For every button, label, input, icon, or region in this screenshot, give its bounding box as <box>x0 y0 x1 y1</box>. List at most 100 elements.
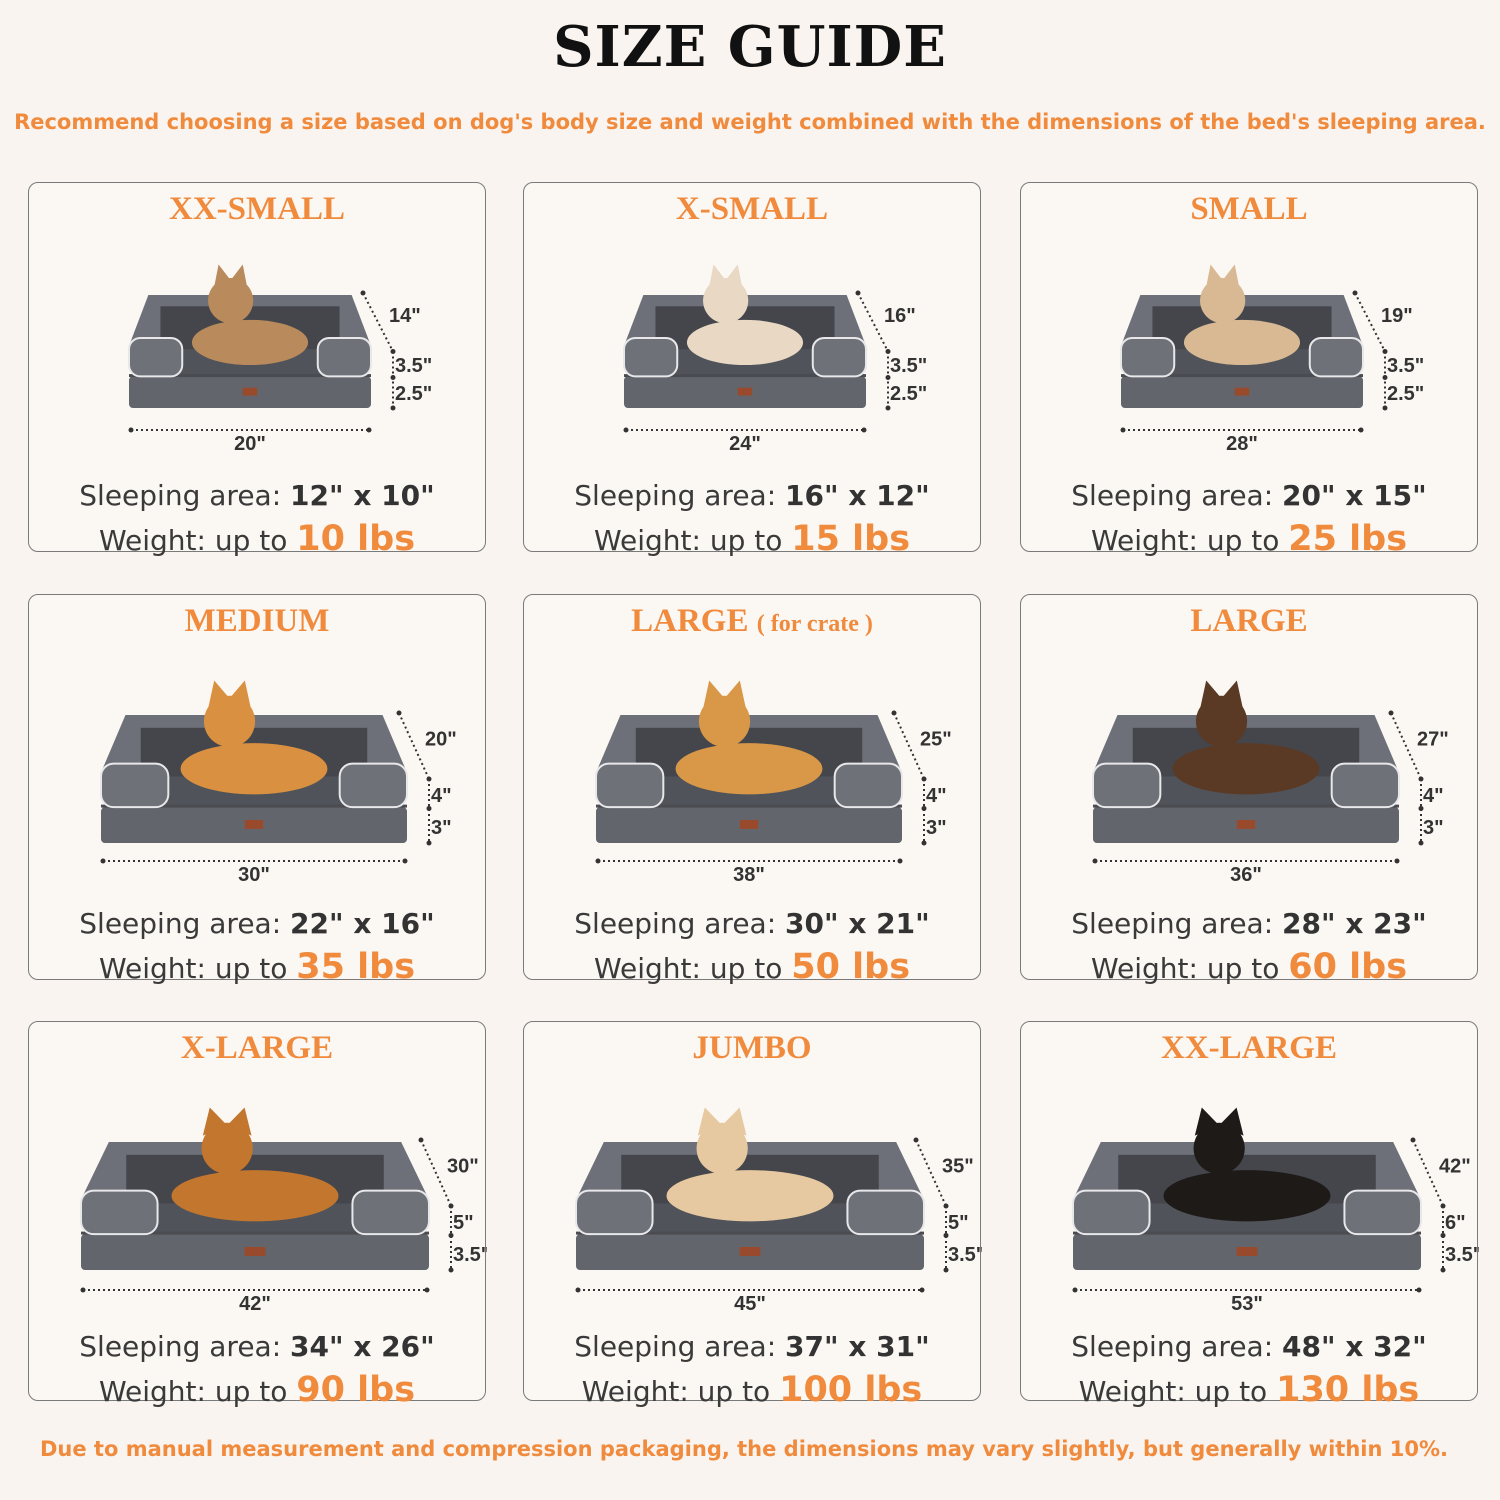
sleeping-area-label: Sleeping area: <box>1071 1330 1274 1363</box>
up-to-label: up to <box>709 524 783 557</box>
size-note: ( for crate ) <box>756 611 873 637</box>
dim-dot <box>943 1203 949 1209</box>
length-dim-end <box>1394 858 1400 864</box>
sleeping-area-label: Sleeping area: <box>1071 907 1274 940</box>
dim-dot <box>1418 805 1424 811</box>
sleeping-area-row: Sleeping area: 16" x 12" <box>524 479 980 512</box>
depth-dim-line <box>420 1139 452 1207</box>
bed-seam <box>1093 804 1399 808</box>
dim-dot <box>1382 349 1388 354</box>
weight-value: 35 lbs <box>296 947 416 987</box>
size-card: XX-SMALL Sleeping area: 12" x 10" Weight… <box>28 182 486 559</box>
base-height-label: 3" <box>926 817 947 839</box>
size-name: XX-SMALL <box>29 191 485 228</box>
length-dim-end <box>1072 1287 1078 1293</box>
sleeping-area-row: Sleeping area: 22" x 16" <box>29 907 485 940</box>
sleeping-area-row: Sleeping area: 30" x 21" <box>524 907 980 940</box>
size-card: LARGE Sleeping area: 28" x 23" Weight: u… <box>1020 594 1478 987</box>
dim-dot <box>1382 374 1388 380</box>
weight-value: 130 lbs <box>1276 1370 1420 1410</box>
base-height-label: 2.5" <box>890 383 927 405</box>
up-to-label: up to <box>1206 524 1280 557</box>
bed-left-arm <box>80 1189 159 1236</box>
dim-dot <box>390 405 396 411</box>
bed-seam <box>81 1231 429 1235</box>
size-card: XX-LARGE Sleeping area: 48" x 32" Weight… <box>1020 1021 1479 1410</box>
bed-right-arm <box>846 1189 925 1236</box>
sleeping-area-label: Sleeping area: <box>574 479 777 512</box>
sleeping-area-value: 34" x 26" <box>290 1330 435 1363</box>
bed-seam <box>596 804 902 808</box>
dim-dot <box>885 405 891 411</box>
weight-value: 25 lbs <box>1288 519 1408 559</box>
sleeping-area-label: Sleeping area: <box>574 1330 777 1363</box>
dim-dot <box>426 840 432 846</box>
up-to-label: up to <box>697 1375 771 1408</box>
base-height-label: 3.5" <box>948 1244 982 1266</box>
length-label: 30" <box>238 864 270 886</box>
page-title: SIZE GUIDE <box>553 14 947 80</box>
pet-head <box>696 1122 748 1174</box>
up-to-label: up to <box>1194 1375 1268 1408</box>
size-label: LARGE <box>631 603 749 639</box>
pet-ears <box>697 1107 747 1136</box>
size-name: JUMBO <box>524 1030 980 1067</box>
size-card: MEDIUM Sleeping area: 22" x 16" Weight: … <box>28 594 486 987</box>
weight-row: Weight: up to 60 lbs <box>1021 947 1477 987</box>
depth-dim-line <box>857 292 889 352</box>
weight-row: Weight: up to 10 lbs <box>29 519 485 559</box>
weight-row: Weight: up to 100 lbs <box>524 1370 980 1410</box>
pet-ears <box>213 264 248 290</box>
size-name: X-LARGE <box>29 1030 485 1067</box>
bed-right-arm <box>1308 336 1365 378</box>
size-label: SMALL <box>1190 191 1308 227</box>
dim-dot <box>448 1267 454 1273</box>
length-dim-end <box>1120 427 1126 433</box>
length-dim-end <box>861 427 867 433</box>
bolster-height-label: 3.5" <box>1387 355 1424 377</box>
pet-body <box>191 319 309 366</box>
length-dim-end <box>623 427 629 433</box>
pet-body <box>1172 743 1320 795</box>
up-to-label: up to <box>214 524 288 557</box>
depth-dim-line <box>1354 292 1386 352</box>
depth-label: 42" <box>1439 1156 1471 1178</box>
size-name: X-SMALL <box>524 191 980 228</box>
dim-dot <box>885 374 891 380</box>
bed-illustration: 42" 30" 5" 3.5" <box>80 1107 487 1315</box>
bed-left-arm <box>1120 336 1176 378</box>
sleeping-area-value: 12" x 10" <box>290 479 435 512</box>
bolster-height-label: 6" <box>1445 1212 1466 1234</box>
sleeping-area-row: Sleeping area: 20" x 15" <box>1021 479 1477 512</box>
dim-dot <box>1418 840 1424 846</box>
bed-illustration: 24" 16" 3.5" 2.5" <box>623 264 927 455</box>
up-to-label: up to <box>214 1375 288 1408</box>
bed-illustration: 36" 27" 4" 3" <box>1092 680 1449 886</box>
weight-row: Weight: up to 130 lbs <box>1021 1370 1477 1410</box>
dim-dot <box>921 840 927 846</box>
dim-dot <box>1440 1267 1446 1273</box>
bolster-height-label: 4" <box>431 785 452 807</box>
length-dim-end <box>575 1287 581 1293</box>
length-dim-end <box>919 1287 925 1293</box>
bed-illustration: 53" 42" 6" 3.5" <box>1072 1107 1479 1315</box>
dim-dot <box>1410 1137 1416 1143</box>
weight-value: 50 lbs <box>791 947 911 987</box>
depth-dim-line <box>1412 1139 1444 1207</box>
pet-body <box>171 1170 339 1222</box>
size-card: JUMBO Sleeping area: 37" x 31" Weight: u… <box>523 1021 982 1410</box>
sleeping-area-value: 20" x 15" <box>1282 479 1427 512</box>
brand-tag <box>242 387 258 396</box>
pet-ears <box>202 1107 252 1136</box>
sleeping-area-value: 48" x 32" <box>1282 1330 1427 1363</box>
bed-left-arm <box>128 336 184 378</box>
bed-seam <box>1073 1231 1421 1235</box>
size-label: XX-LARGE <box>1160 1030 1337 1066</box>
length-label: 38" <box>733 864 765 886</box>
sleeping-area-value: 37" x 31" <box>785 1330 930 1363</box>
bed-right-arm <box>351 1189 430 1236</box>
brand-tag <box>739 819 759 829</box>
sleeping-area-value: 28" x 23" <box>1282 907 1427 940</box>
length-dim-end <box>1358 427 1364 433</box>
weight-row: Weight: up to 90 lbs <box>29 1370 485 1410</box>
